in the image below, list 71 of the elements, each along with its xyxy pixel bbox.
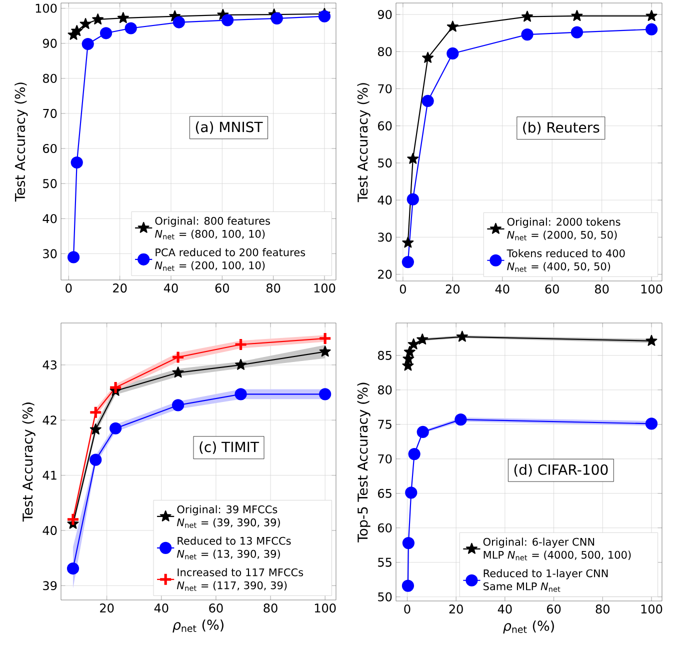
y-tick-label: 41 (42, 470, 56, 480)
legend-label: PCA reduced to 200 features N$_{net}$ = (200, 100, 10) (154, 248, 306, 271)
legend-label: Increased to 117 MFCCs N$_{net}$ = (117, 390, 39) (176, 568, 304, 591)
x-tick-label: 60 (215, 284, 229, 293)
y-axis-title: Test Accuracy (%) (22, 402, 36, 522)
x-axis-title: ρ$_{net}$ (%) (172, 619, 224, 633)
y-tick-label: 50 (43, 179, 57, 188)
y-tick-label: 80 (378, 385, 392, 394)
y-tick-label: 40 (378, 196, 392, 205)
y-tick-label: 50 (378, 158, 392, 168)
x-tick-label: 20 (446, 284, 460, 294)
x-tick-label: 20 (449, 604, 463, 614)
x-tick-label: 100 (641, 604, 662, 614)
y-axis-title: Top-5 Test Accuracy (%) (357, 382, 370, 542)
x-tick-label: 80 (266, 284, 280, 293)
y-tick-label: 55 (378, 558, 392, 567)
y-tick-label: 42 (42, 416, 56, 425)
legend-label: Tokens reduced to 400 N$_{net}$ = (400, 50, 50) (506, 249, 625, 272)
y-axis-title: Test Accuracy (%) (357, 83, 370, 202)
x-tick-label: 0 (400, 284, 406, 294)
x-tick-label: 60 (546, 604, 561, 614)
y-tick-label: 90 (378, 10, 392, 20)
legend-label: Reduced to 13 MFCCs N$_{net}$ = (13, 390, 39) (176, 536, 291, 560)
legend-label: Original: 6-layer CNN MLP N$_{net}$ = (4000, 500, 100) (483, 538, 631, 560)
x-tick-label: 40 (495, 284, 510, 294)
y-tick-label: 20 (378, 270, 392, 279)
y-axis-title: Test Accuracy (%) (14, 82, 28, 202)
y-tick-label: 39 (43, 581, 57, 590)
legend-label: Original: 800 features N$_{net}$ = (800, 100, 10) (154, 216, 270, 240)
legend-label: Reduced to 1-layer CNN Same MLP N$_{net}$ (484, 569, 608, 592)
y-tick-label: 60 (378, 121, 392, 130)
y-tick-label: 70 (43, 108, 57, 118)
y-tick-label: 80 (43, 74, 57, 83)
x-tick-label: 100 (314, 284, 336, 293)
x-tick-label: 20 (113, 284, 127, 293)
y-tick-label: 40 (42, 214, 57, 224)
y-tick-label: 40 (42, 526, 57, 535)
annotation: (a) MNIST (196, 121, 263, 134)
y-tick-label: 85 (378, 350, 392, 360)
y-tick-label: 30 (378, 232, 392, 242)
y-tick-label: 80 (378, 47, 392, 56)
x-tick-label: 20 (100, 604, 114, 613)
y-tick-label: 70 (378, 84, 392, 94)
y-tick-label: 50 (378, 592, 392, 602)
x-tick-label: 100 (641, 284, 662, 294)
y-tick-label: 65 (378, 488, 392, 498)
y-tick-label: 100 (36, 4, 57, 13)
y-tick-label: 75 (378, 420, 392, 429)
legend-label: Original: 2000 tokens N$_{net}$ = (2000, 50, 50) (507, 218, 620, 240)
annotation: (d) CIFAR-100 (514, 464, 608, 477)
annotation: (c) TIMIT (200, 441, 260, 454)
x-tick-label: 60 (209, 604, 223, 613)
y-tick-label: 70 (378, 454, 392, 464)
y-tick-label: 43 (42, 360, 56, 370)
x-tick-label: 80 (596, 604, 610, 614)
y-tick-label: 90 (42, 38, 57, 48)
x-tick-label: 0 (66, 284, 72, 293)
y-tick-label: 30 (43, 249, 57, 258)
x-axis-title: ρ$_{net}$ (%) (503, 620, 554, 634)
x-tick-label: 80 (595, 284, 609, 294)
x-tick-label: 0 (404, 604, 410, 614)
x-tick-label: 40 (164, 284, 178, 293)
x-tick-label: 60 (545, 284, 559, 294)
x-tick-label: 40 (498, 604, 512, 614)
x-tick-label: 100 (314, 604, 336, 613)
y-tick-label: 60 (43, 144, 57, 154)
y-tick-label: 60 (378, 523, 392, 532)
x-tick-label: 40 (154, 604, 168, 613)
annotation: (b) Reuters (523, 122, 600, 134)
x-tick-label: 80 (264, 604, 278, 613)
legend-label: Original: 39 MFCCs N$_{net}$ = (39, 390, 39) (176, 505, 280, 528)
